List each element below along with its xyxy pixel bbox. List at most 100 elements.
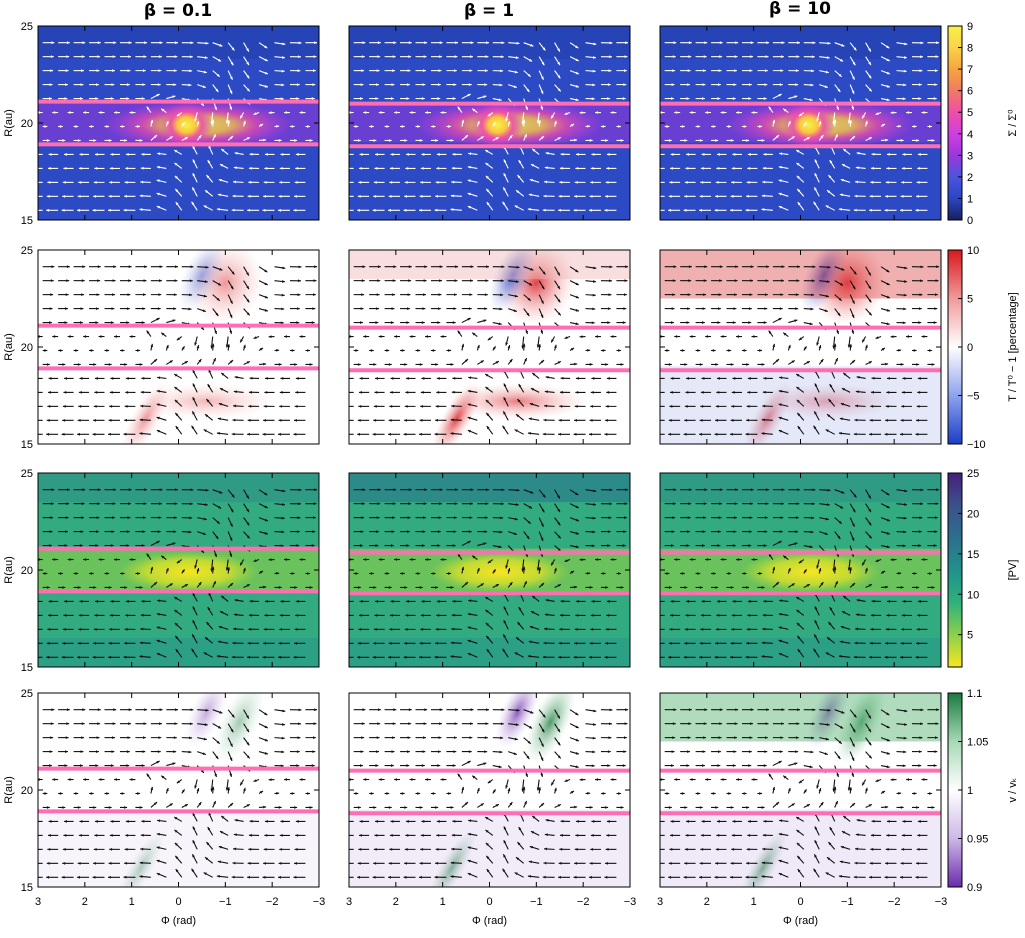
velocity-arrowhead: [625, 41, 629, 45]
velocity-arrowhead: [732, 544, 736, 547]
velocity-arrowhead: [557, 535, 561, 539]
velocity-arrowhead: [407, 83, 410, 86]
velocity-arrowhead: [921, 335, 925, 338]
velocity-arrowhead: [293, 655, 297, 659]
velocity-arrowhead: [259, 123, 264, 127]
velocity-arrowhead: [284, 778, 287, 781]
velocity-arrowhead: [246, 742, 250, 746]
velocity-arrowhead: [673, 488, 677, 492]
velocity-arrowhead: [885, 180, 889, 184]
velocity-arrowhead: [901, 180, 905, 184]
velocity-arrowhead: [216, 874, 220, 878]
velocity-arrowhead: [359, 377, 363, 380]
velocity-arrowhead: [904, 489, 908, 493]
velocity-arrowhead: [110, 377, 114, 380]
velocity-arrowhead: [761, 655, 765, 658]
velocity-arrowhead: [294, 194, 297, 198]
velocity-arrowhead: [841, 164, 846, 167]
velocity-arrowhead: [156, 846, 160, 850]
velocity-arrowhead: [203, 517, 207, 521]
velocity-arrowhead: [886, 518, 890, 522]
velocity-arrowhead: [312, 530, 316, 533]
velocity-arrowhead: [435, 418, 438, 422]
velocity-arrowhead: [734, 293, 737, 297]
velocity-arrowhead: [203, 205, 207, 209]
velocity-arrowhead: [495, 137, 499, 140]
velocity-arrowhead: [280, 820, 284, 823]
velocity-arrowhead: [359, 600, 363, 603]
velocity-arrowhead: [470, 279, 473, 283]
velocity-arrowhead: [503, 634, 506, 638]
velocity-arrowhead: [920, 502, 923, 506]
velocity-arrowhead: [403, 655, 407, 659]
velocity-arrowhead: [229, 757, 233, 761]
velocity-arrowhead: [719, 265, 723, 269]
velocity-arrowhead: [184, 584, 188, 587]
velocity-arrowhead: [452, 599, 456, 603]
velocity-arrowhead: [717, 97, 721, 100]
velocity-arrowhead: [418, 432, 422, 436]
velocity-arrowhead: [246, 137, 250, 140]
velocity-arrowhead: [868, 495, 871, 499]
velocity-arrowhead: [264, 712, 268, 716]
velocity-arrowhead: [517, 399, 521, 403]
velocity-arrowhead: [173, 307, 177, 311]
velocity-arrowhead: [240, 339, 243, 343]
velocity-arrowhead: [775, 135, 780, 139]
velocity-arrowhead: [268, 335, 272, 339]
velocity-arrowhead: [729, 655, 733, 659]
velocity-arrowhead: [542, 655, 546, 659]
velocity-arrowhead: [461, 343, 465, 347]
velocity-arrowhead: [469, 516, 473, 520]
velocity-arrowhead: [128, 279, 132, 283]
velocity-arrowhead: [540, 537, 544, 541]
velocity-arrowhead: [173, 293, 177, 297]
velocity-arrowhead: [108, 139, 112, 142]
velocity-arrowhead: [48, 600, 52, 603]
velocity-arrowhead: [140, 390, 144, 394]
velocity-arrowhead: [795, 307, 799, 311]
velocity-arrowhead: [156, 416, 160, 420]
velocity-arrowhead: [933, 321, 937, 324]
velocity-arrowhead: [372, 432, 376, 436]
velocity-arrowhead: [173, 530, 177, 534]
velocity-arrowhead: [343, 405, 346, 408]
velocity-arrowhead: [749, 516, 753, 520]
velocity-arrowhead: [126, 764, 130, 767]
velocity-arrowhead: [655, 600, 658, 603]
velocity-arrowhead: [263, 847, 267, 851]
velocity-arrowhead: [886, 295, 890, 299]
velocity-arrowhead: [127, 69, 131, 73]
velocity-arrowhead: [175, 488, 178, 492]
velocity-arrowhead: [558, 194, 562, 198]
velocity-arrowhead: [674, 335, 678, 338]
velocity-arrowhead: [280, 544, 284, 548]
velocity-arrowhead: [606, 167, 610, 170]
velocity-arrowhead: [610, 335, 614, 338]
velocity-arrowhead: [686, 321, 690, 324]
velocity-arrowhead: [668, 194, 672, 198]
velocity-arrowhead: [248, 847, 252, 851]
velocity-arrowhead: [282, 280, 286, 283]
velocity-arrowhead: [112, 722, 116, 726]
velocity-arrowhead: [405, 377, 409, 380]
velocity-arrowhead: [264, 518, 268, 522]
velocity-arrowhead: [139, 418, 143, 422]
velocity-arrowhead: [671, 544, 674, 547]
velocity-arrowhead: [293, 208, 297, 212]
velocity-arrowhead: [64, 377, 67, 380]
velocity-arrowhead: [61, 432, 65, 436]
velocity-arrowhead: [403, 208, 407, 212]
velocity-arrowhead: [734, 69, 737, 73]
velocity-arrowhead: [558, 875, 561, 879]
velocity-arrowhead: [743, 125, 747, 128]
column-title-beta-10: β = 10: [769, 0, 831, 19]
velocity-arrowhead: [207, 384, 211, 388]
velocity-arrowhead: [575, 282, 579, 286]
velocity-arrowhead: [156, 430, 160, 433]
velocity-arrowhead: [173, 736, 177, 740]
velocity-arrowhead: [811, 279, 815, 283]
velocity-arrowhead: [450, 363, 454, 366]
velocity-arrowhead: [668, 139, 672, 142]
velocity-arrowhead: [934, 83, 938, 86]
